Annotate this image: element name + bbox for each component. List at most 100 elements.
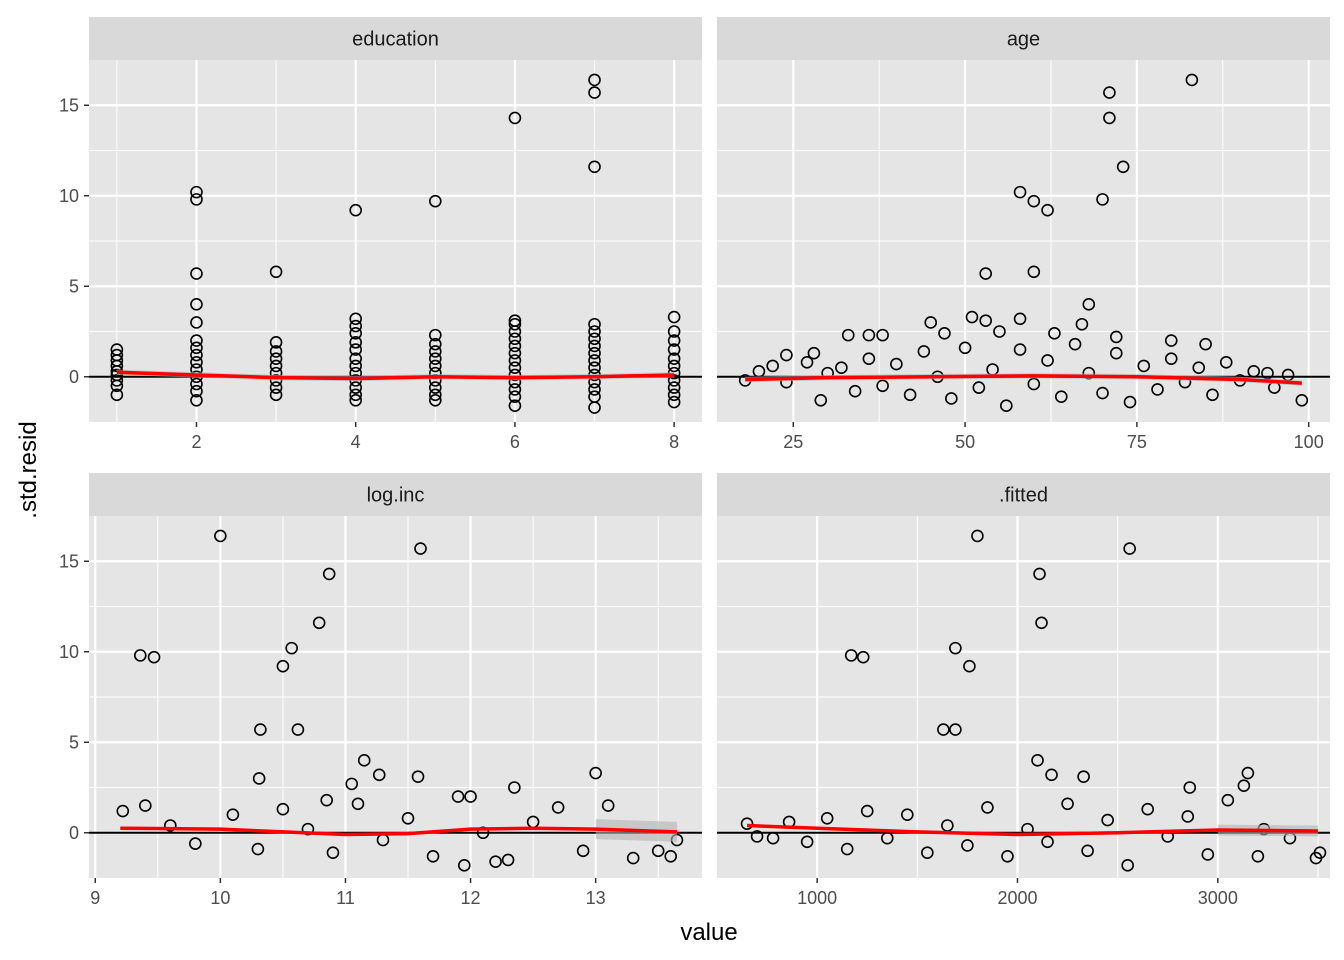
data-point <box>429 345 442 358</box>
data-point <box>276 659 290 673</box>
data-point <box>254 723 267 736</box>
data-point <box>626 851 640 865</box>
data-point <box>979 314 993 327</box>
data-point <box>508 339 522 353</box>
data-point <box>269 352 283 365</box>
data-point <box>190 393 203 407</box>
data-point <box>1027 265 1041 279</box>
data-point <box>1164 352 1178 365</box>
data-point <box>190 298 203 311</box>
data-point <box>269 345 283 358</box>
y-tick-label: 0 <box>69 367 79 387</box>
data-point <box>269 265 283 279</box>
data-point <box>856 650 870 664</box>
data-point <box>226 808 240 821</box>
data-point <box>291 723 305 736</box>
data-point <box>949 723 962 736</box>
x-axis-title: value <box>680 919 737 946</box>
data-point <box>269 388 283 402</box>
x-tick-label: 50 <box>955 432 975 452</box>
data-point <box>972 381 986 394</box>
data-point <box>508 346 522 360</box>
data-point <box>252 772 266 785</box>
data-point <box>349 336 362 349</box>
data-point <box>1109 330 1123 344</box>
data-point <box>326 846 340 859</box>
data-point <box>1313 846 1327 859</box>
data-point <box>588 160 601 174</box>
data-point <box>1027 194 1041 208</box>
data-point <box>1013 185 1027 199</box>
data-point <box>414 542 427 555</box>
data-point <box>1096 193 1109 206</box>
x-tick-label: 8 <box>669 432 679 452</box>
data-point <box>1123 542 1136 555</box>
data-point <box>133 649 147 662</box>
data-point <box>214 529 227 543</box>
data-point <box>508 361 522 375</box>
data-point <box>1151 383 1164 396</box>
data-point <box>285 641 298 655</box>
data-point <box>844 649 858 662</box>
data-point <box>588 73 601 87</box>
data-point <box>588 346 601 360</box>
smooth-line <box>116 370 675 381</box>
x-tick-label: 1000 <box>797 888 837 908</box>
data-point <box>429 393 442 407</box>
data-point <box>357 754 371 767</box>
data-point <box>766 359 779 373</box>
data-point <box>429 337 442 351</box>
data-point <box>190 355 203 369</box>
data-point <box>269 336 283 349</box>
data-point <box>576 844 590 858</box>
data-point <box>667 395 681 409</box>
strip-background <box>89 473 702 516</box>
data-point <box>349 312 362 326</box>
data-point <box>1192 361 1206 375</box>
data-point <box>876 328 889 342</box>
data-point <box>1121 859 1134 872</box>
data-point <box>1221 793 1235 807</box>
data-point <box>349 393 362 407</box>
data-point <box>963 659 976 673</box>
x-tick-label: 100 <box>1294 432 1324 452</box>
data-point <box>1123 395 1137 409</box>
data-point <box>862 352 876 365</box>
data-point <box>458 859 471 872</box>
data-point <box>190 316 203 329</box>
data-point <box>981 801 994 814</box>
strip-background <box>717 17 1330 60</box>
data-point <box>1103 111 1116 125</box>
data-point <box>1075 317 1089 331</box>
data-point <box>349 203 362 217</box>
data-point <box>269 359 283 373</box>
data-point <box>667 352 681 365</box>
data-point <box>190 334 203 347</box>
data-point <box>938 327 951 340</box>
data-point <box>189 837 202 850</box>
x-tick-label: 3000 <box>1198 888 1238 908</box>
data-point <box>190 193 203 206</box>
strip-background <box>89 17 702 60</box>
data-point <box>345 777 359 791</box>
data-point <box>429 352 442 365</box>
data-point <box>1061 797 1074 811</box>
data-point <box>945 392 958 405</box>
data-point <box>426 849 440 863</box>
data-point <box>1141 802 1155 816</box>
data-point <box>1013 343 1027 356</box>
data-point <box>508 383 522 396</box>
data-point <box>349 343 362 356</box>
data-point <box>508 325 522 338</box>
data-point <box>349 388 362 402</box>
y-tick-label: 10 <box>59 642 79 662</box>
data-point <box>1237 779 1251 792</box>
data-point <box>664 849 678 863</box>
data-point <box>961 839 974 852</box>
data-point <box>667 334 681 347</box>
x-tick-label: 11 <box>336 888 355 908</box>
data-point <box>451 790 465 803</box>
data-point <box>667 359 681 373</box>
data-point <box>651 844 665 858</box>
